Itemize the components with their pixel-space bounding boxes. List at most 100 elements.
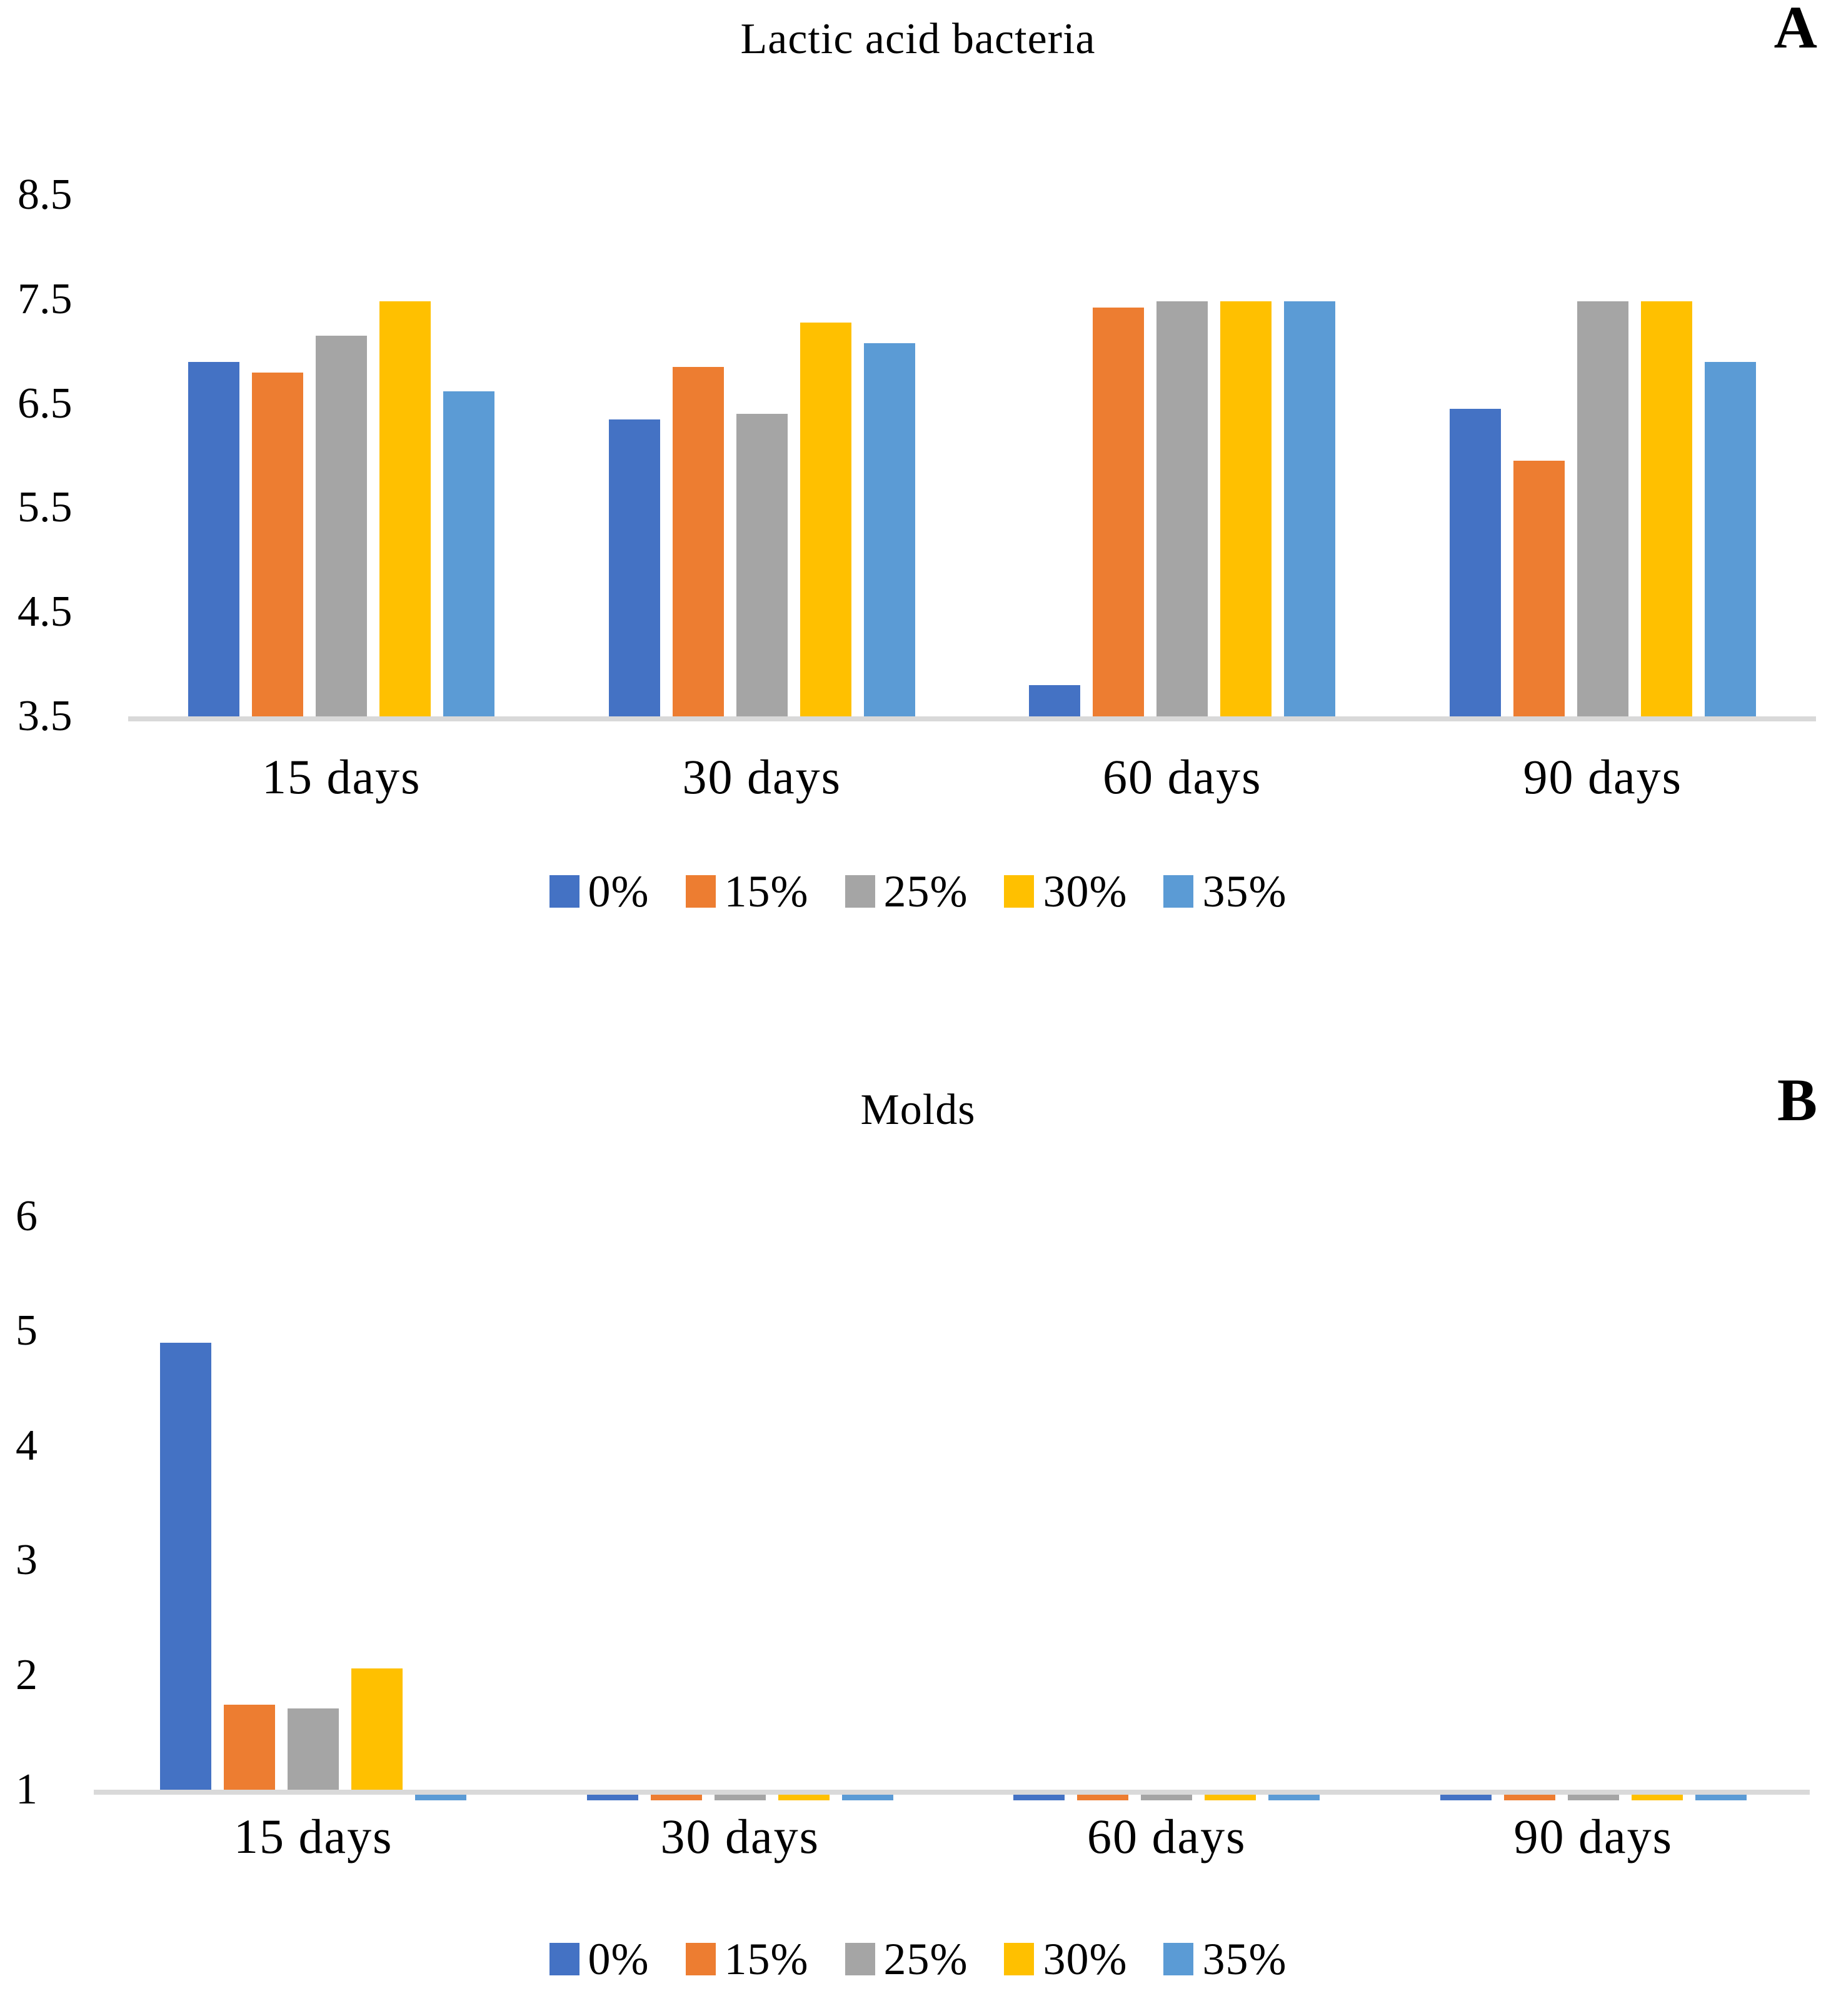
bar-0%-60-days xyxy=(1029,685,1081,716)
legend-swatch-icon xyxy=(549,875,579,908)
category-label: 30 days xyxy=(660,1809,820,1863)
bar-30%-60-days xyxy=(1205,1795,1257,1800)
legend-item-25%: 25% xyxy=(845,1937,968,1982)
legend-item-15%: 15% xyxy=(685,1934,809,1984)
legend-item-30%: 30% xyxy=(1004,1937,1127,1982)
legend-item-30%: 30% xyxy=(1004,869,1127,914)
legend-swatch-icon xyxy=(685,1943,716,1975)
bar-group-15-days xyxy=(131,195,552,716)
bar-25%-30-days xyxy=(714,1795,766,1800)
legend-label: 25% xyxy=(883,866,968,916)
bar-35%-60-days xyxy=(1284,301,1336,716)
bar-25%-90-days xyxy=(1577,301,1628,716)
bar-30%-90-days xyxy=(1631,1795,1683,1800)
bar-group-15-days xyxy=(100,1216,527,1800)
bar-15%-15-days xyxy=(224,1705,276,1790)
bar-0%-15-days xyxy=(188,361,240,716)
bar-15%-90-days xyxy=(1513,461,1565,716)
bar-15%-90-days xyxy=(1503,1795,1555,1800)
bar-35%-15-days xyxy=(443,391,495,716)
bar-35%-15-days xyxy=(415,1795,467,1800)
y-tick-label: 4 xyxy=(16,1421,38,1470)
bar-0%-30-days xyxy=(608,419,660,716)
bar-35%-30-days xyxy=(841,1795,893,1800)
bar-0%-60-days xyxy=(1013,1795,1065,1800)
legend-label: 30% xyxy=(1043,1934,1128,1984)
y-tick-label: 3 xyxy=(16,1536,38,1585)
legend-label: 15% xyxy=(724,1934,809,1984)
legend-swatch-icon xyxy=(1004,875,1035,908)
bar-25%-15-days xyxy=(288,1708,339,1790)
legend-swatch-icon xyxy=(845,1943,875,1975)
category-label: 15 days xyxy=(234,1809,393,1863)
bar-25%-90-days xyxy=(1567,1795,1619,1800)
legend-swatch-icon xyxy=(685,875,716,908)
y-tick-label: 5.5 xyxy=(18,483,73,532)
legend-swatch-icon xyxy=(1004,1943,1035,1975)
bar-25%-60-days xyxy=(1156,301,1208,716)
bar-30%-30-days xyxy=(800,322,851,716)
bar-15%-60-days xyxy=(1077,1795,1129,1800)
bar-15%-30-days xyxy=(672,367,724,716)
legend-label: 0% xyxy=(588,1934,650,1984)
legend-item-35%: 35% xyxy=(1163,869,1287,914)
y-tick-label: 5 xyxy=(16,1306,38,1355)
bar-30%-15-days xyxy=(379,301,431,716)
x-axis-labels: 15 days 30 days 60 days 90 days xyxy=(100,1810,1807,1866)
bar-0%-90-days xyxy=(1440,1795,1492,1800)
bar-group-90-days xyxy=(1393,195,1813,716)
bar-0%-90-days xyxy=(1449,408,1501,716)
bar-15%-30-days xyxy=(650,1795,702,1800)
legend-label: 35% xyxy=(1202,1934,1287,1984)
bar-25%-30-days xyxy=(736,414,788,716)
category-label: 90 days xyxy=(1523,750,1682,804)
panel-a-letter: A xyxy=(1773,0,1817,61)
bar-group-60-days xyxy=(972,195,1393,716)
legend: 0% 15% 25% 30% 35% xyxy=(0,869,1836,914)
bar-35%-60-days xyxy=(1268,1795,1320,1800)
bar-0%-15-days xyxy=(160,1342,212,1790)
bar-25%-60-days xyxy=(1141,1795,1193,1800)
y-tick-label: 8.5 xyxy=(18,171,73,219)
legend-label: 0% xyxy=(588,866,650,916)
legend-label: 25% xyxy=(883,1934,968,1984)
bar-30%-15-days xyxy=(351,1668,403,1790)
y-tick-label: 6 xyxy=(16,1192,38,1240)
panel-b-letter: B xyxy=(1777,1066,1817,1133)
legend-swatch-icon xyxy=(845,875,875,908)
y-tick-label: 7.5 xyxy=(18,274,73,323)
plot-area xyxy=(131,195,1813,716)
bar-35%-90-days xyxy=(1695,1795,1747,1800)
legend-item-0%: 0% xyxy=(549,1937,650,1982)
y-tick-label: 4.5 xyxy=(18,588,73,636)
category-label: 60 days xyxy=(1103,750,1262,804)
legend-item-0%: 0% xyxy=(549,869,650,914)
category-label: 30 days xyxy=(682,750,841,804)
category-label: 15 days xyxy=(262,750,421,804)
x-axis-line xyxy=(94,1790,1810,1795)
bar-15%-15-days xyxy=(252,372,304,716)
legend-item-25%: 25% xyxy=(845,869,968,914)
y-tick-label: 3.5 xyxy=(18,692,73,740)
category-label: 90 days xyxy=(1513,1809,1673,1863)
legend-item-15%: 15% xyxy=(685,869,809,914)
legend-item-35%: 35% xyxy=(1163,1937,1287,1982)
category-label: 60 days xyxy=(1087,1809,1247,1863)
plot-area xyxy=(100,1216,1807,1800)
bar-group-90-days xyxy=(1380,1216,1807,1800)
bar-35%-90-days xyxy=(1704,361,1756,716)
legend-swatch-icon xyxy=(1163,1943,1194,1975)
y-tick-label: 1 xyxy=(16,1765,38,1813)
bar-30%-30-days xyxy=(778,1795,830,1800)
bar-group-30-days xyxy=(552,195,973,716)
bar-30%-90-days xyxy=(1640,301,1692,716)
bar-35%-30-days xyxy=(863,343,915,716)
bar-group-60-days xyxy=(953,1216,1380,1800)
bar-0%-30-days xyxy=(586,1795,638,1800)
x-axis-line xyxy=(128,716,1816,721)
legend-swatch-icon xyxy=(549,1943,579,1975)
chart-a-title: Lactic acid bacteria xyxy=(740,15,1096,63)
